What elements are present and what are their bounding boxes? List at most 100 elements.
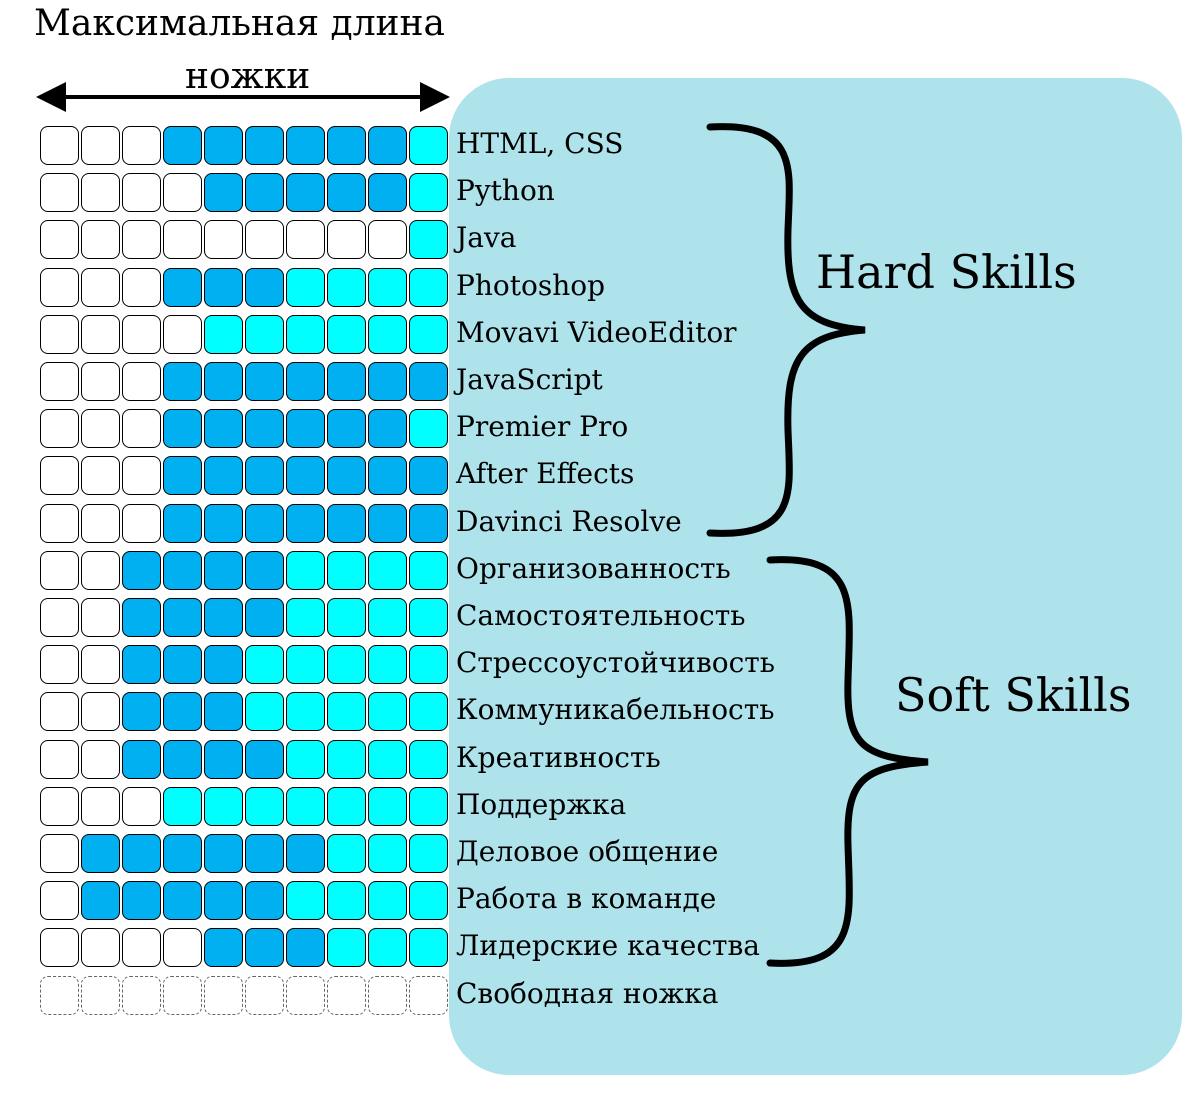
skill-cell [286,834,325,873]
skill-cell [368,786,407,826]
skill-cell [409,692,448,732]
skill-cell [122,645,161,685]
skill-cell [368,126,407,165]
skill-cell [81,928,120,968]
skill-cell [122,362,161,401]
skill-cell [122,267,161,307]
skill-cell [327,220,366,260]
skill-cell [163,456,202,496]
skill-cell [245,881,284,921]
skill-cell [122,786,161,826]
skill-cell [204,362,243,401]
skill-cell [81,409,120,449]
skill-cell [40,126,79,165]
skill-cell [40,456,79,496]
skill-cell [81,786,120,826]
skill-label: Premier Pro [456,410,629,444]
skill-cell [286,362,325,401]
skill-cell [245,267,284,307]
skill-cell [204,220,243,260]
skill-cell [81,881,120,921]
skill-cell [245,456,284,496]
header-title-line1: Максимальная длина [34,3,446,44]
skill-cell [81,456,120,496]
skill-cell [286,220,325,260]
skill-cell [286,598,325,637]
skill-label: JavaScript [456,363,603,396]
skill-cell [163,645,202,685]
skill-cell [327,692,366,732]
skill-grid [0,0,450,1020]
skill-cell [163,314,202,354]
skill-cell [327,928,366,968]
skill-cell [409,928,448,968]
skill-label: After Effects [456,457,635,491]
skill-cell [40,267,79,307]
skill-cell [245,220,284,260]
skill-cell [204,975,243,1015]
skill-cell [286,739,325,779]
skill-label: Лидерские качества [456,929,760,963]
skill-cell [409,220,448,260]
skill-cell [409,834,448,873]
skill-cell [286,692,325,732]
skill-cell [409,881,448,921]
hard-skills-brace [706,123,866,537]
skill-cell [122,928,161,968]
skill-cell [163,881,202,921]
skill-cell [368,928,407,968]
skill-cell [368,503,407,543]
skill-cell [81,598,120,637]
skill-label: Организованность [456,551,731,585]
skill-cell [245,692,284,732]
skill-cell [40,503,79,543]
skill-label: Свободная ножка [456,976,719,1010]
skill-cell [204,834,243,873]
skill-cell [368,362,407,401]
skill-cell [245,739,284,779]
skill-label: Photoshop [456,268,606,302]
skill-cell [204,503,243,543]
skill-label: Java [456,221,517,255]
skill-label: Стрессоустойчивость [456,646,776,680]
skill-label: Davinci Resolve [456,504,682,538]
skill-cell [245,598,284,637]
skill-cell [163,362,202,401]
skill-cell [163,126,202,165]
skill-cell [327,881,366,921]
skill-label: Работа в команде [456,882,717,916]
skill-cell [368,173,407,213]
skill-cell [163,692,202,732]
skill-cell [204,692,243,732]
skill-cell [81,503,120,543]
skill-cell [286,503,325,543]
skill-cell [327,598,366,637]
skill-cell [286,456,325,496]
skill-cell [122,881,161,921]
skill-cell [40,598,79,637]
skill-cell [245,786,284,826]
skill-cell [204,881,243,921]
skill-cell [245,645,284,685]
skill-cell [409,503,448,543]
skill-cell [245,126,284,165]
skill-cell [163,786,202,826]
skill-cell [327,409,366,449]
skill-label: Креативность [456,740,661,774]
skill-cell [40,739,79,779]
skill-cell [245,975,284,1015]
skill-cell [40,881,79,921]
skill-cell [40,928,79,968]
skill-cell [163,409,202,449]
skill-cell [163,503,202,543]
skill-cell [81,739,120,779]
skill-cell [163,739,202,779]
soft-skills-brace [766,556,929,967]
skill-cell [163,834,202,873]
skill-cell [368,550,407,590]
skill-cell [368,409,407,449]
skill-cell [122,739,161,779]
arrow-head-left [36,82,66,112]
skill-label: Python [456,174,555,208]
skill-cell [368,267,407,307]
